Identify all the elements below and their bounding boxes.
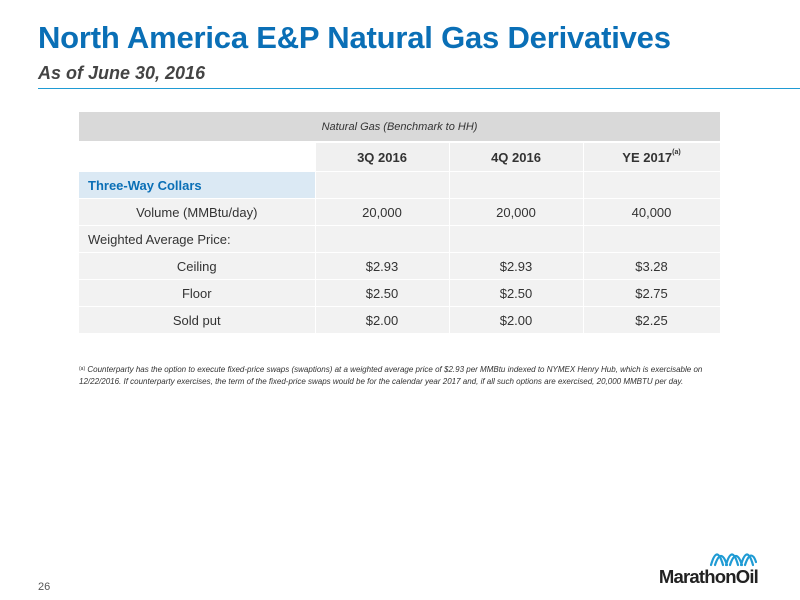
- table-cell: [449, 171, 584, 199]
- table-cell: $2.00: [315, 306, 450, 333]
- logo-text: MarathonOil: [658, 566, 759, 587]
- table-cell: [583, 225, 721, 253]
- table-cell: $2.93: [449, 252, 584, 280]
- benchmark-label: Natural Gas (Benchmark to HH): [79, 110, 721, 143]
- table-cell: $2.75: [583, 279, 721, 307]
- column-header: 3Q 2016: [315, 142, 450, 172]
- column-header-row: 3Q 2016 4Q 2016 YE 2017(a): [79, 142, 721, 172]
- table-cell: $2.25: [583, 306, 721, 333]
- marathon-oil-logo: MarathonOil: [643, 548, 759, 590]
- table-row-sold-put: Sold put $2.00 $2.00 $2.25: [79, 306, 721, 333]
- page-subtitle: As of June 30, 2016: [38, 63, 206, 83]
- row-label: Weighted Average Price:: [79, 225, 316, 253]
- table-cell: [449, 225, 584, 253]
- table-cell: $3.28: [583, 252, 721, 280]
- table-cell: 20,000: [315, 198, 450, 226]
- header-blank-cell: [79, 142, 316, 172]
- table-row-ceiling: Ceiling $2.93 $2.93 $3.28: [79, 252, 721, 280]
- table-row-weighted-average: Weighted Average Price:: [79, 225, 721, 253]
- table-cell: $2.50: [449, 279, 584, 307]
- benchmark-row: Natural Gas (Benchmark to HH): [79, 110, 721, 143]
- table-cell: $2.93: [315, 252, 450, 280]
- table-cell: [315, 225, 450, 253]
- derivatives-table: Natural Gas (Benchmark to HH) 3Q 2016 4Q…: [79, 110, 721, 333]
- section-title: Three-Way Collars: [79, 171, 316, 199]
- page-title: North America E&P Natural Gas Derivative…: [38, 20, 671, 55]
- title-divider: [38, 88, 800, 89]
- row-label: Ceiling: [79, 252, 316, 280]
- table-cell: [315, 171, 450, 199]
- column-header: 4Q 2016: [449, 142, 584, 172]
- footnote-marker: (a): [79, 366, 86, 372]
- row-label: Sold put: [79, 306, 316, 333]
- footnote-text: Counterparty has the option to execute f…: [79, 365, 703, 386]
- table-cell: $2.00: [449, 306, 584, 333]
- section-row: Three-Way Collars: [79, 171, 721, 199]
- table-cell: [583, 171, 721, 199]
- row-label: Floor: [79, 279, 316, 307]
- column-header-label: YE 2017: [622, 149, 673, 165]
- footnote: (a) Counterparty has the option to execu…: [79, 364, 724, 387]
- table-cell: 20,000: [449, 198, 584, 226]
- table-cell: $2.50: [315, 279, 450, 307]
- row-label: Volume (MMBtu/day): [79, 198, 316, 226]
- table-row-volume: Volume (MMBtu/day) 20,000 20,000 40,000: [79, 198, 721, 226]
- table-cell: 40,000: [583, 198, 721, 226]
- marathon-waves-icon: [709, 553, 757, 567]
- page-number: 26: [38, 581, 51, 593]
- table-row-floor: Floor $2.50 $2.50 $2.75: [79, 279, 721, 307]
- column-header: YE 2017(a): [583, 142, 721, 172]
- column-footnote-marker: (a): [672, 148, 681, 156]
